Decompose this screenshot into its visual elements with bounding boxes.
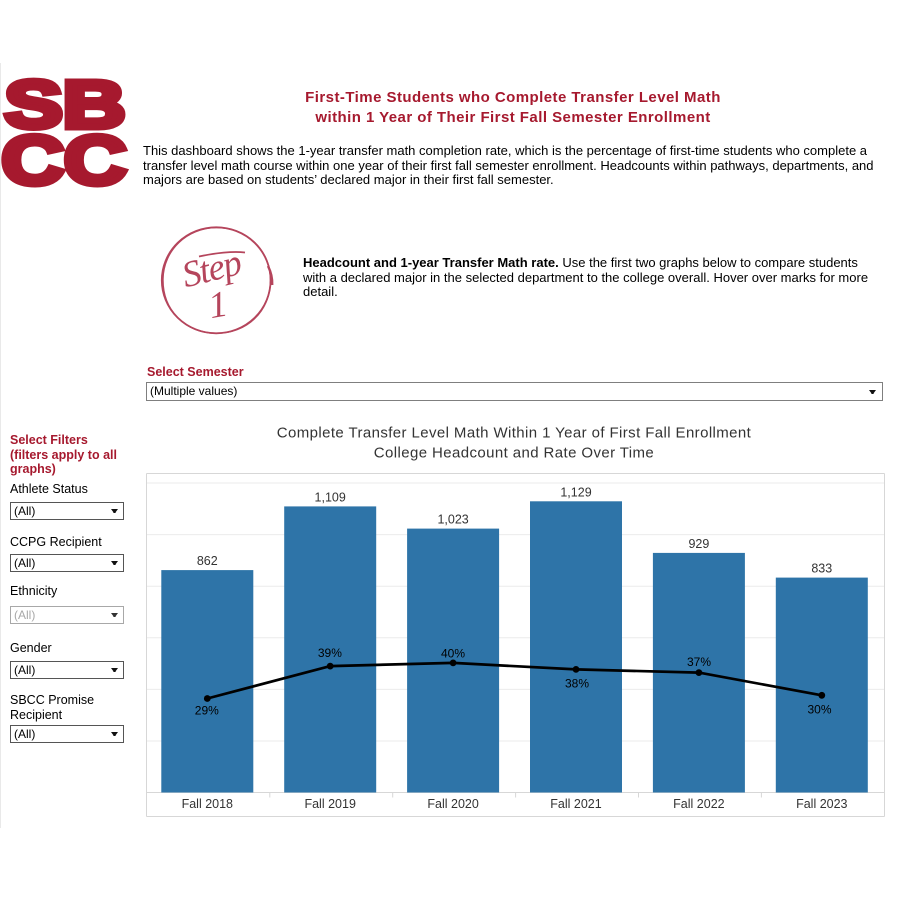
- svg-text:1,023: 1,023: [437, 513, 468, 527]
- svg-text:833: 833: [811, 562, 832, 576]
- svg-text:37%: 37%: [687, 655, 711, 669]
- svg-text:SB: SB: [5, 68, 126, 143]
- svg-text:Fall 2019: Fall 2019: [304, 797, 355, 811]
- svg-text:1,129: 1,129: [560, 485, 591, 499]
- svg-text:Fall 2018: Fall 2018: [182, 797, 233, 811]
- svg-text:Fall 2023: Fall 2023: [796, 797, 847, 811]
- svg-text:Fall 2022: Fall 2022: [673, 797, 724, 811]
- svg-text:40%: 40%: [441, 646, 465, 660]
- svg-text:929: 929: [688, 537, 709, 551]
- svg-text:College Headcount and Rate Ove: College Headcount and Rate Over Time: [374, 445, 654, 462]
- svg-text:Fall 2020: Fall 2020: [427, 797, 478, 811]
- svg-text:39%: 39%: [318, 646, 342, 660]
- svg-text:29%: 29%: [195, 704, 219, 718]
- svg-text:Fall 2021: Fall 2021: [550, 797, 601, 811]
- svg-text:38%: 38%: [565, 676, 589, 690]
- svg-text:862: 862: [197, 554, 218, 568]
- svg-text:1,109: 1,109: [315, 490, 346, 504]
- svg-text:30%: 30%: [807, 702, 831, 716]
- svg-text:Complete Transfer Level Math W: Complete Transfer Level Math Within 1 Ye…: [277, 425, 752, 442]
- svg-text:CC: CC: [2, 122, 127, 193]
